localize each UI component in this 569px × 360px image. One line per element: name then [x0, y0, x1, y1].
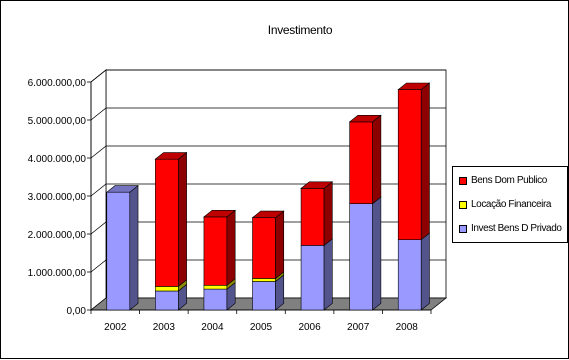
bar-2006-s2-front — [300, 188, 325, 246]
bar-2004-s1-front — [203, 284, 228, 290]
x-tick-label: 2002 — [104, 322, 127, 333]
y-tick-label: 1.000.000,00 — [28, 268, 87, 279]
y-tick-label: 4.000.000,00 — [28, 154, 87, 165]
y-tick-label: 3.000.000,00 — [28, 192, 87, 203]
bar-2007-s2-top — [348, 115, 382, 123]
gridline — [90, 183, 446, 197]
x-tick-label: 2004 — [201, 322, 224, 333]
legend-label-bens-dom-publico: Bens Dom Publico — [471, 175, 547, 186]
legend-item-locacao-financeira: Locação Financeira — [459, 199, 551, 210]
bar-2008-s0-side — [420, 232, 430, 311]
gridline — [90, 259, 446, 273]
x-tick-label: 2003 — [153, 322, 176, 333]
bar-2002-s0-top — [105, 185, 139, 193]
gridlines — [87, 69, 446, 311]
bar-2008-s2-top — [397, 82, 431, 90]
gridline — [90, 221, 446, 235]
bar-2007-s2-front — [349, 121, 373, 204]
y-tick-label: 0,00 — [67, 306, 87, 317]
gridline — [90, 107, 446, 121]
bar-2003-s2-top — [154, 152, 188, 160]
bar-2003-s2-side — [178, 151, 187, 288]
bar-2005-s2-front — [252, 217, 276, 279]
bar-2003-s0-front — [155, 290, 179, 311]
legend-item-bens-dom-publico: Bens Dom Publico — [459, 175, 547, 186]
x-tick-label: 2007 — [347, 322, 370, 333]
x-tick-label: 2005 — [250, 322, 273, 333]
bar-2008-s2-front — [397, 89, 422, 241]
gridline — [90, 145, 446, 159]
legend-swatch-bens-dom-publico — [459, 176, 467, 185]
y-tick-label: 2.000.000,00 — [28, 230, 87, 241]
chart-title: Investimento — [268, 23, 333, 37]
legend-label-locacao-financeira: Locação Financeira — [471, 199, 552, 210]
legend-label-invest-bens-d-privado: Invest Bens D Privado — [471, 223, 562, 234]
legend: Bens Dom Publico Locação Financeira Inve… — [452, 166, 568, 243]
bar-2007-s0-front — [349, 203, 373, 311]
bar-2004-s0-front — [203, 288, 228, 311]
bar-2002-s0-side — [129, 184, 139, 311]
y-axis-ticks: 0,00 1.000.000,00 2.000.000,00 3.000.000,00… — [28, 78, 87, 317]
legend-item-invest-bens-d-privado: Invest Bens D Privado — [459, 223, 562, 234]
legend-swatch-invest-bens-d-privado — [459, 224, 467, 233]
gridline — [90, 69, 446, 83]
bar-2006-s0-side — [323, 238, 333, 311]
bars — [105, 82, 431, 311]
bar-2008-s2-side — [420, 82, 430, 241]
y-tick-label: 5.000.000,00 — [28, 116, 87, 127]
bar-2002-s0-front — [106, 191, 131, 311]
bar-2006-s2-side — [323, 181, 333, 247]
legend-swatch-locacao-financeira — [459, 200, 467, 209]
bar-2004-s2-front — [203, 216, 228, 286]
bar-2005-s0-front — [252, 281, 276, 311]
bar-2006-s2-top — [300, 181, 334, 189]
bar-2006-s0-front — [300, 245, 325, 311]
bar-2005-s2-side — [275, 210, 285, 280]
bar-2003-s1-front — [155, 286, 179, 292]
x-axis-ticks: 2002 2003 2004 2005 2006 2007 2008 — [90, 310, 432, 333]
bar-2003-s2-front — [155, 158, 179, 287]
x-tick-label: 2008 — [396, 322, 419, 333]
bar-2004-s2-side — [226, 209, 236, 286]
bar-2004-s2-top — [203, 210, 237, 218]
y-tick-label: 6.000.000,00 — [28, 78, 87, 89]
x-tick-label: 2006 — [298, 322, 321, 333]
bar-2008-s0-front — [397, 239, 422, 311]
bar-2007-s2-side — [372, 114, 382, 205]
bar-2005-s1-front — [252, 278, 276, 282]
bar-2005-s2-top — [251, 210, 285, 218]
bar-2007-s0-side — [372, 196, 382, 311]
